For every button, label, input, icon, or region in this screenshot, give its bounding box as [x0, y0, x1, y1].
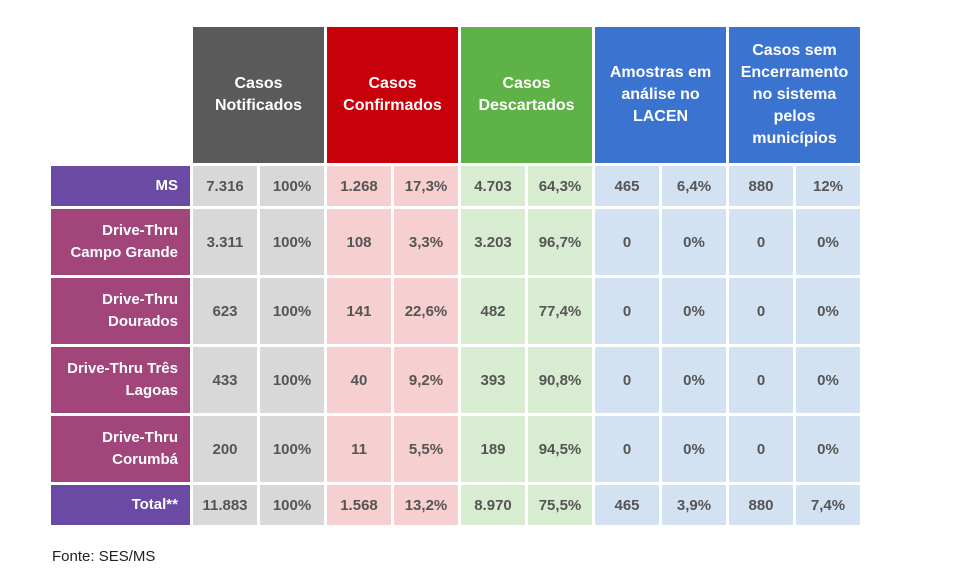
table-cell: 0: [729, 416, 793, 482]
table-cell: 108: [327, 209, 391, 275]
table-cell: 100%: [260, 485, 324, 525]
table-cell: 22,6%: [394, 278, 458, 344]
header-label: Casos Descartados: [478, 75, 575, 114]
row-label: MS: [51, 166, 190, 206]
row-label: Total**: [51, 485, 190, 525]
source-footnote: Fonte: SES/MS: [52, 548, 156, 565]
table-row: MS 7.316 100% 1.268 17,3% 4.703 64,3% 465 6,4% 88…: [51, 166, 860, 206]
row-label: Drive-Thru Dourados: [51, 278, 190, 344]
table-cell: 465: [595, 485, 659, 525]
table-cell: 11: [327, 416, 391, 482]
table-cell: 433: [193, 347, 257, 413]
table-cell: 141: [327, 278, 391, 344]
table-cell: 17,3%: [394, 166, 458, 206]
header-amostras-lacen: Amostras em análise no LACEN: [595, 27, 726, 163]
table-cell: 100%: [260, 209, 324, 275]
table-cell: 0: [729, 209, 793, 275]
header-casos-descartados: Casos Descartados: [461, 27, 592, 163]
table-cell: 0%: [662, 209, 726, 275]
table-cell: 40: [327, 347, 391, 413]
table-cell: 0%: [796, 347, 860, 413]
table-cell: 96,7%: [528, 209, 592, 275]
header-label: Amostras em análise no LACEN: [609, 64, 712, 125]
table-cell: 0%: [796, 278, 860, 344]
table-cell: 1.568: [327, 485, 391, 525]
row-label: Drive-Thru Corumbá: [51, 416, 190, 482]
table-cell: 200: [193, 416, 257, 482]
table-row: Drive-Thru Dourados 623 100% 141 22,6% 482 77,…: [51, 278, 860, 344]
table-cell: 0: [595, 347, 659, 413]
table-cell: 0: [595, 416, 659, 482]
table-cell: 75,5%: [528, 485, 592, 525]
table-cell: 12%: [796, 166, 860, 206]
header-casos-notificados: Casos Notificados: [193, 27, 324, 163]
table-cell: 13,2%: [394, 485, 458, 525]
table-row: Drive-Thru Campo Grande 3.311 100% 108 3,3% 3…: [51, 209, 860, 275]
table-cell: 0%: [662, 278, 726, 344]
header-label: Casos Notificados: [214, 75, 303, 114]
table-cell: 4.703: [461, 166, 525, 206]
table-cell: 3.311: [193, 209, 257, 275]
table-cell: 0%: [796, 416, 860, 482]
table-cell: 0%: [662, 347, 726, 413]
table-cell: 189: [461, 416, 525, 482]
table-cell: 7.316: [193, 166, 257, 206]
table-cell: 6,4%: [662, 166, 726, 206]
table-cell: 100%: [260, 166, 324, 206]
table-cell: 0: [595, 209, 659, 275]
table-cell: 0: [729, 347, 793, 413]
row-label: Drive-Thru Três Lagoas: [51, 347, 190, 413]
table-body: MS 7.316 100% 1.268 17,3% 4.703 64,3% 465 6,4% 88…: [51, 166, 860, 525]
table-cell: 3,3%: [394, 209, 458, 275]
table-cell: 100%: [260, 416, 324, 482]
table-cell: 3,9%: [662, 485, 726, 525]
table-cell: 623: [193, 278, 257, 344]
table-cell: 77,4%: [528, 278, 592, 344]
table-cell: 880: [729, 166, 793, 206]
table-row: Total** 11.883 100% 1.568 13,2% 8.970 75,5% 465…: [51, 485, 860, 525]
table-cell: 880: [729, 485, 793, 525]
table-cell: 0: [595, 278, 659, 344]
header-casos-sem-encerramento: Casos sem Encerramento no sistema pelos …: [729, 27, 860, 163]
table-cell: 64,3%: [528, 166, 592, 206]
table-cell: 482: [461, 278, 525, 344]
table-row: Drive-Thru Corumbá 200 100% 11 5,5% 189 94,5% 0…: [51, 416, 860, 482]
table-cell: 90,8%: [528, 347, 592, 413]
header-row: Casos Notificados Casos Confirmados Caso…: [51, 27, 860, 163]
table-cell: 3.203: [461, 209, 525, 275]
table-cell: 0%: [662, 416, 726, 482]
table-cell: 5,5%: [394, 416, 458, 482]
row-label: Drive-Thru Campo Grande: [51, 209, 190, 275]
table-cell: 8.970: [461, 485, 525, 525]
table-cell: 0%: [796, 209, 860, 275]
header-corner: [51, 27, 190, 163]
table-cell: 465: [595, 166, 659, 206]
table-cell: 94,5%: [528, 416, 592, 482]
table-cell: 11.883: [193, 485, 257, 525]
table-cell: 100%: [260, 347, 324, 413]
table-cell: 7,4%: [796, 485, 860, 525]
table-cell: 9,2%: [394, 347, 458, 413]
header-casos-confirmados: Casos Confirmados: [327, 27, 458, 163]
table-row: Drive-Thru Três Lagoas 433 100% 40 9,2% 393 90…: [51, 347, 860, 413]
header-label: Casos sem Encerramento no sistema pelos …: [740, 42, 849, 147]
table-cell: 393: [461, 347, 525, 413]
table-cell: 100%: [260, 278, 324, 344]
table-cell: 0: [729, 278, 793, 344]
cases-table: Casos Notificados Casos Confirmados Caso…: [48, 24, 863, 528]
table-cell: 1.268: [327, 166, 391, 206]
header-label: Casos Confirmados: [343, 75, 442, 114]
